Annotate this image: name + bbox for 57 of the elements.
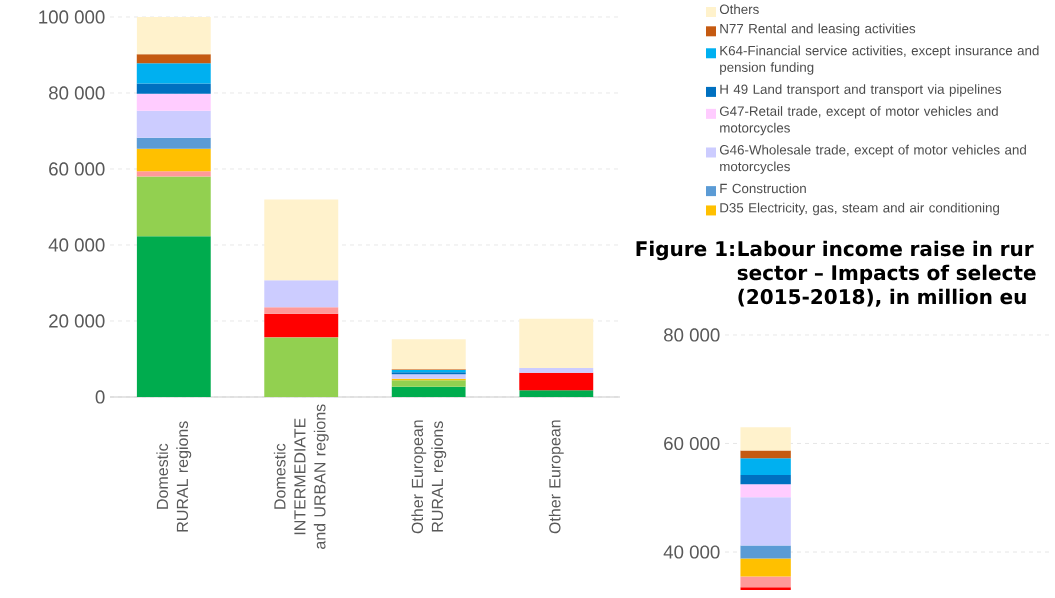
bar xyxy=(740,497,791,546)
bar xyxy=(740,558,791,577)
chart-title: Figure 1: xyxy=(636,240,734,261)
bar xyxy=(136,236,211,397)
bar xyxy=(136,93,211,111)
legend-label: D35 Electricity, gas, steam and air conditioning xyxy=(720,202,999,216)
x-tick-label: Other European RURAL regions xyxy=(411,420,447,534)
bar xyxy=(136,148,211,172)
x-tick-label: Domestic INTERMEDIATE and URBAN regions xyxy=(273,404,329,549)
bar xyxy=(136,171,211,177)
legend-label: N77 Rental and leasing activities xyxy=(720,23,916,36)
bar xyxy=(136,83,211,94)
bar xyxy=(740,458,791,475)
bar xyxy=(391,339,466,370)
y-tick-label: 0 xyxy=(95,390,105,404)
y-tick-label: 80 000 xyxy=(49,86,105,100)
bar xyxy=(136,54,211,64)
bar xyxy=(264,199,339,281)
legend-label: Others xyxy=(719,4,759,15)
bar xyxy=(740,427,791,451)
bar xyxy=(740,450,791,459)
bar xyxy=(740,545,791,559)
legend-label: F Construction xyxy=(720,183,806,194)
y-tick-label: 20 000 xyxy=(49,314,105,328)
bar xyxy=(136,137,211,149)
x-tick-label: Domestic RURAL regions xyxy=(156,421,192,532)
legend-label: K64-Financial service activities, except insurance and pension funding xyxy=(720,45,1039,75)
legend-label: H 49 Land transport and transport via pipelines xyxy=(720,84,1002,97)
y-tick-label: 80 000 xyxy=(664,328,720,342)
bar xyxy=(740,474,791,485)
bar xyxy=(519,372,594,391)
bar xyxy=(264,313,339,338)
bar xyxy=(264,280,339,308)
y-tick-label: 60 000 xyxy=(664,436,720,451)
bar xyxy=(519,390,594,397)
bar xyxy=(740,576,791,588)
bar xyxy=(136,16,211,55)
bar xyxy=(136,110,211,138)
chart-subtitle: Labour income raise in rur sector – Impacts of selecte (2015-2018), in million eu xyxy=(737,240,1036,307)
bar xyxy=(519,368,594,373)
bar xyxy=(391,374,466,379)
y-tick-label: 40 000 xyxy=(48,238,105,252)
bar xyxy=(264,337,339,397)
bar xyxy=(740,484,791,498)
y-tick-label: 100 000 xyxy=(39,10,105,24)
bar xyxy=(264,307,339,314)
bar xyxy=(740,587,791,590)
x-tick-label: Other European xyxy=(548,420,564,534)
legend-label: G47-Retail trade, except of motor vehicles and motorcycles xyxy=(719,106,998,136)
legend-label: G46-Wholesale trade, except of motor vehicles and motorcycles xyxy=(719,144,1026,174)
bar xyxy=(391,386,466,397)
bar xyxy=(391,380,466,387)
bar xyxy=(136,176,211,237)
y-tick-label: 40 000 xyxy=(663,545,720,559)
bar xyxy=(136,63,211,84)
y-tick-label: 60 000 xyxy=(49,162,105,176)
bar xyxy=(519,318,594,369)
